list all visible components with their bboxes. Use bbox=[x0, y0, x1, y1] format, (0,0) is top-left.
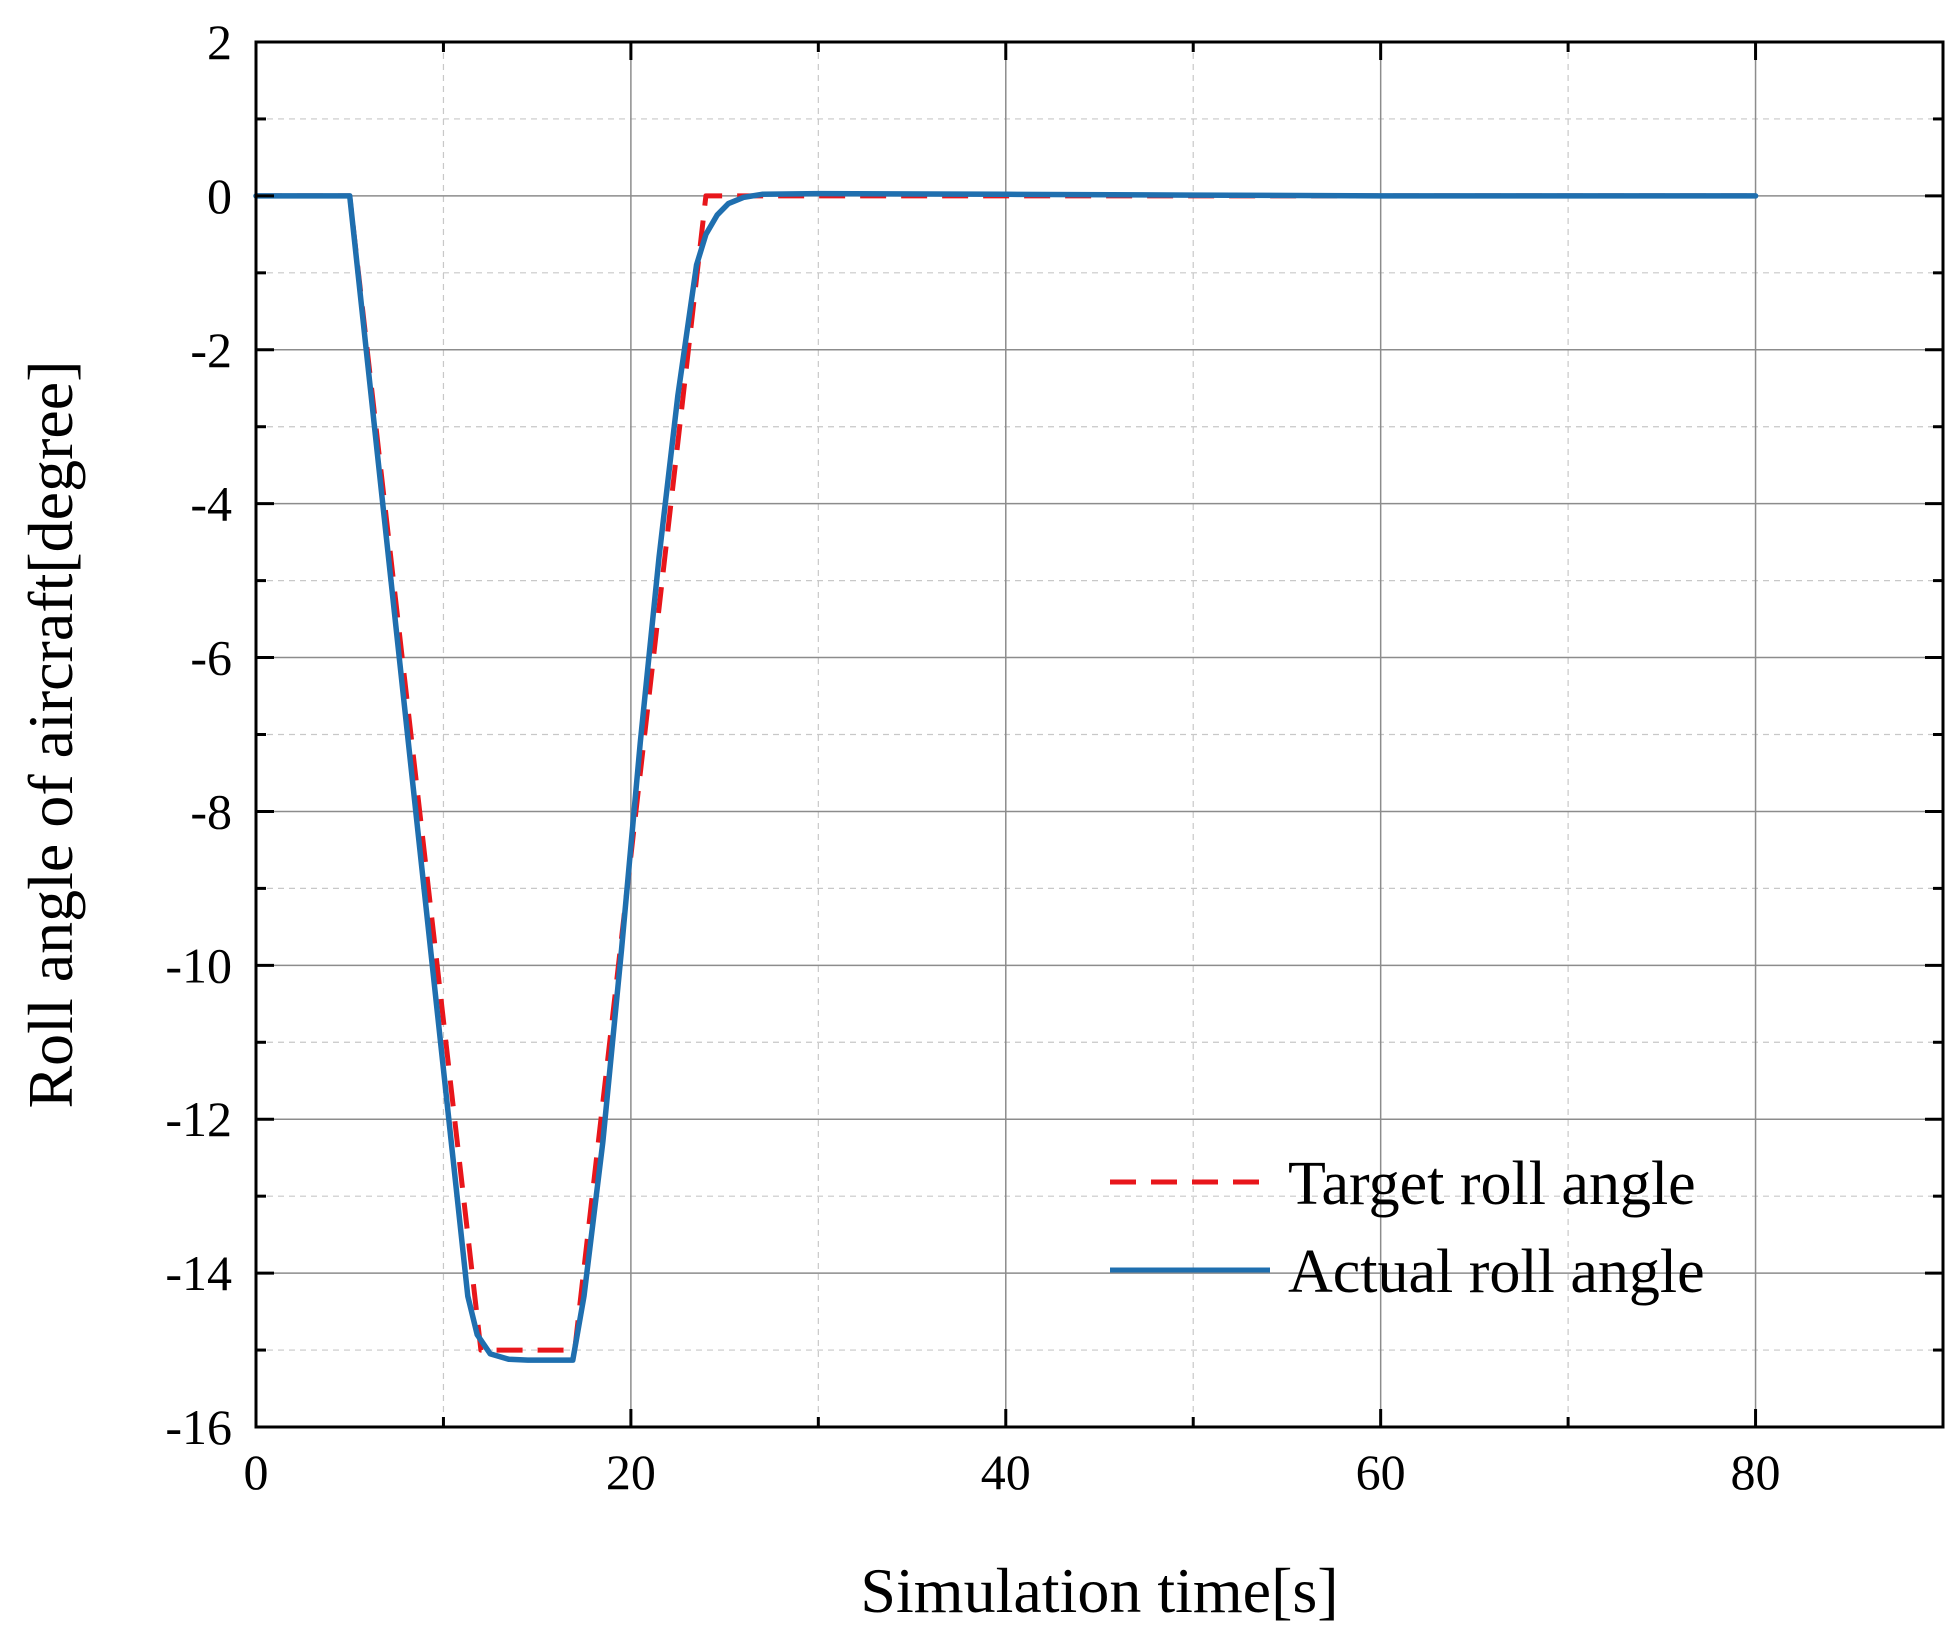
x-axis-title: Simulation time[s] bbox=[860, 1555, 1338, 1626]
legend: Target roll angle Actual roll angle bbox=[1110, 1150, 1705, 1306]
legend-label-actual: Actual roll angle bbox=[1288, 1238, 1705, 1306]
y-tick-label: 2 bbox=[207, 14, 232, 70]
y-tick-label: -10 bbox=[165, 937, 232, 993]
x-tick-label: 60 bbox=[1356, 1444, 1406, 1500]
y-axis-title: Roll angle of aircraft[degree] bbox=[15, 360, 86, 1108]
y-tick-label: -2 bbox=[190, 322, 232, 378]
series-actual-roll-angle-line bbox=[253, 190, 1759, 1363]
y-tick-label: 0 bbox=[207, 168, 232, 224]
x-tick-label: 40 bbox=[981, 1444, 1031, 1500]
x-tick-label: 0 bbox=[244, 1444, 269, 1500]
y-tick-label: -4 bbox=[190, 476, 232, 532]
y-tick-label: -16 bbox=[165, 1399, 232, 1455]
y-tick-label: -6 bbox=[190, 630, 232, 686]
y-tick-label: -12 bbox=[165, 1091, 232, 1147]
y-tick-label: -14 bbox=[165, 1245, 232, 1301]
series-layer bbox=[253, 190, 1759, 1363]
y-tick-label: -8 bbox=[190, 783, 232, 839]
legend-label-target: Target roll angle bbox=[1288, 1150, 1696, 1218]
ticks bbox=[254, 40, 1945, 1429]
x-tick-label: 20 bbox=[606, 1444, 656, 1500]
x-tick-label: 80 bbox=[1731, 1444, 1781, 1500]
